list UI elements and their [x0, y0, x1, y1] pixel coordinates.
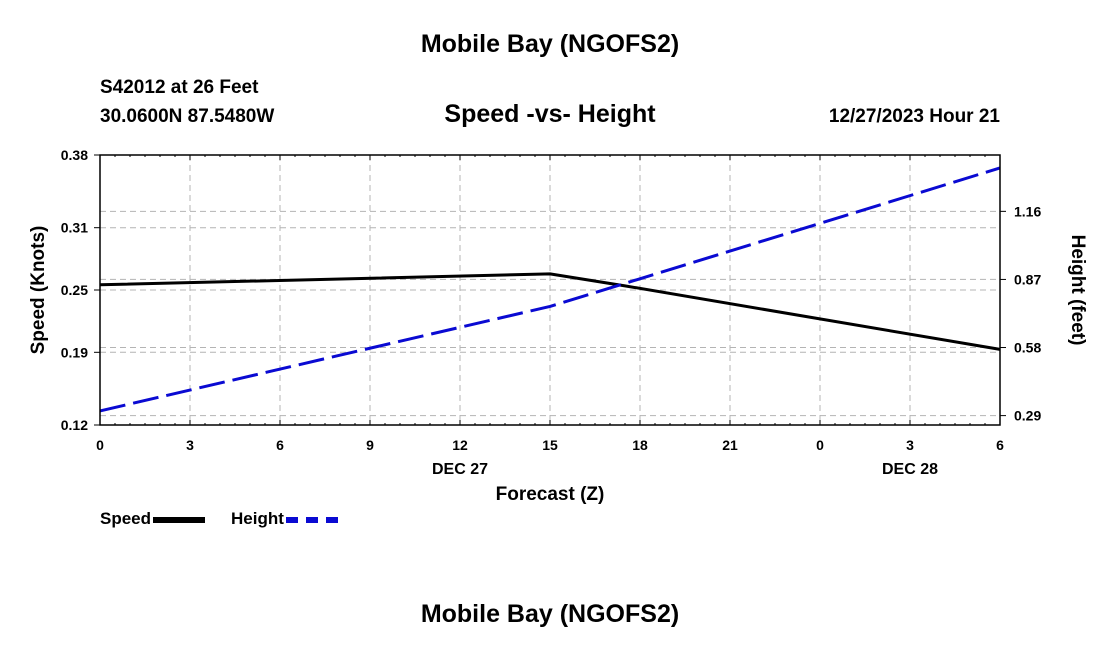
chart-title-top: Mobile Bay (NGOFS2)	[420, 30, 680, 58]
legend-speed-swatch	[153, 516, 206, 523]
x-tick-label: 0	[96, 437, 104, 453]
y-tick-label: 0.25	[61, 282, 88, 298]
x-tick-label: 9	[366, 437, 374, 453]
chart-subtitle: Speed -vs- Height	[444, 100, 656, 128]
y-tick-label: 0.19	[61, 344, 88, 360]
station-label: S42012 at 26 Feet	[100, 77, 259, 98]
legend-height-label: Height	[231, 509, 284, 528]
y-tick-label: 0.38	[61, 147, 88, 163]
y2-tick-label: 1.16	[1014, 203, 1041, 219]
date-label: DEC 28	[882, 461, 938, 478]
legend-height: Height	[231, 509, 338, 529]
x-tick-label: 0	[816, 437, 824, 453]
series-height-line	[99, 166, 1001, 413]
series-speed-line	[99, 272, 1001, 351]
x-tick-label: 12	[452, 437, 468, 453]
forecast-datetime: 12/27/2023 Hour 21	[828, 106, 1000, 127]
x-axis-label: Forecast (Z)	[496, 484, 605, 505]
y-axis-label: Speed (Knots)	[28, 226, 49, 355]
y2-tick-label: 0.58	[1014, 340, 1041, 356]
x-tick-label: 6	[276, 437, 284, 453]
coordinates-label: 30.0600N 87.5480W	[100, 106, 275, 127]
y-tick-label: 0.31	[61, 220, 88, 236]
legend-speed: Speed	[100, 509, 206, 529]
x-tick-label: 3	[186, 437, 194, 453]
x-tick-label: 6	[996, 437, 1004, 453]
legend-speed-label: Speed	[100, 509, 152, 528]
x-tick-label: 18	[632, 437, 648, 453]
x-tick-label: 3	[906, 437, 914, 453]
y-tick-label: 0.12	[61, 417, 88, 433]
x-tick-label: 15	[542, 437, 558, 453]
legend-height-swatch	[285, 516, 338, 523]
y2-axis-label: Height (feet)	[1067, 235, 1088, 346]
x-tick-label: 21	[722, 437, 738, 453]
y2-tick-label: 0.29	[1014, 408, 1041, 424]
chart-title-bottom: Mobile Bay (NGOFS2)	[420, 600, 680, 628]
y2-tick-label: 0.87	[1014, 271, 1041, 287]
date-label: DEC 27	[432, 461, 488, 478]
